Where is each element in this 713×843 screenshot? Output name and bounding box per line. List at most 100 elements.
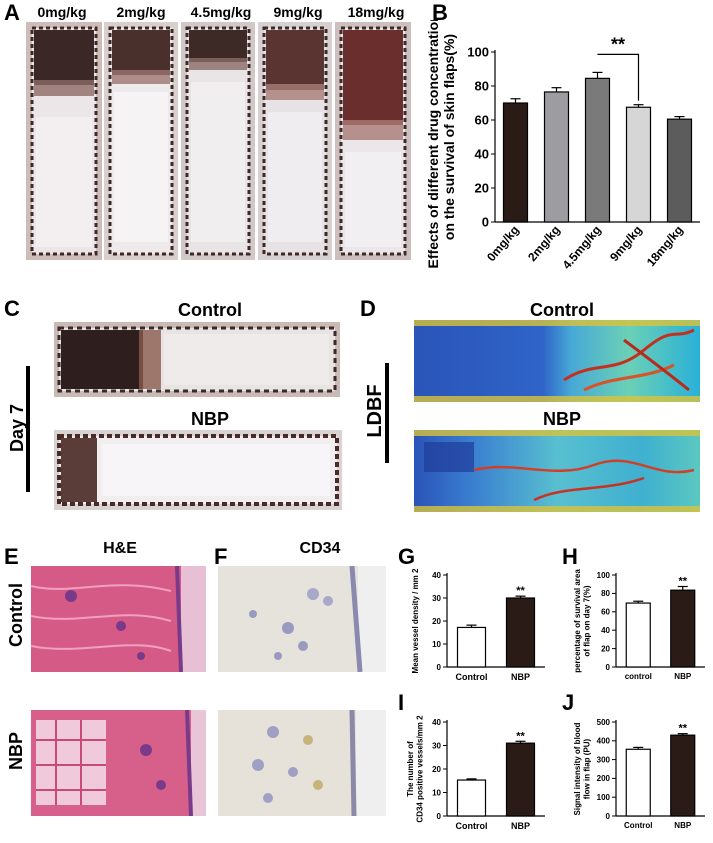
x-tick-label: NBP (674, 821, 692, 830)
y-axis-label-line: percentage of survival area (573, 569, 582, 673)
y-tick-label: 400 (597, 737, 611, 746)
y-tick-label: 10 (432, 788, 441, 797)
y-tick-label: 40 (432, 571, 441, 580)
row-label-control: Control (6, 583, 26, 647)
panel-label-i: I (398, 690, 405, 715)
chart-h-survival-area: 0 20 40 60 80 100 percentage of survival area o… (573, 569, 705, 681)
y-tick-label: 60 (601, 608, 610, 617)
chart-g-vessel-density: 0 10 20 30 40 Mean vessel density / mm 2 Contr… (411, 568, 545, 682)
bar-4-5mg-kg (584, 77, 611, 223)
x-tick-label: 0mg/kg (484, 223, 522, 264)
panel-label-c: C (4, 296, 20, 321)
x-tick-label: 9mg/kg (607, 223, 645, 264)
bar-control (625, 602, 651, 668)
flap-photo-4-5mg (181, 22, 255, 260)
chart-i-cd34-vessels: 0 10 20 30 40 The number of CD34 positive vess… (406, 715, 545, 831)
flap-photo-18mg (335, 22, 411, 260)
y-axis-label: Mean vessel density / mm 2 (411, 568, 420, 673)
x-tick-label: control (625, 672, 652, 681)
panel-d-side-bar (385, 363, 389, 463)
he-photo-nbp (31, 710, 206, 816)
panel-d-nbp-label: NBP (542, 409, 581, 429)
y-tick-label: 100 (597, 793, 611, 802)
y-tick-label: 30 (432, 741, 441, 750)
panel-label-e: E (4, 544, 19, 569)
y-axis-label-line: Effects of different drug concentrations (425, 20, 441, 268)
y-tick-label: 30 (432, 594, 441, 603)
bar-nbp (505, 742, 536, 817)
y-axis-label: percentage of survival area of flap on da… (573, 569, 591, 673)
panel-c-nbp-label: NBP (190, 409, 229, 429)
x-tick-label: NBP (511, 672, 530, 682)
conc-label-0: 0mg/kg (37, 4, 87, 20)
x-tick-label: Control (456, 821, 488, 831)
bar-control (456, 779, 487, 817)
flap-photo-9mg (258, 22, 332, 260)
y-tick-label: 80 (475, 79, 489, 94)
panel-c-side-bar (26, 366, 30, 492)
significance-annotation: ** (678, 576, 687, 588)
y-tick-label: 300 (597, 755, 611, 764)
x-tick-label: Control (456, 672, 488, 682)
bar-nbp (505, 597, 536, 668)
y-tick-label: 0 (606, 663, 611, 672)
he-photo-control (31, 566, 206, 672)
panel-label-j: J (562, 690, 575, 715)
x-tick-label: 18mg/kg (644, 223, 686, 269)
panel-label-a: A (4, 0, 20, 25)
conc-label-2: 2mg/kg (116, 4, 166, 20)
y-tick-label: 0 (437, 663, 442, 672)
y-tick-label: 0 (437, 812, 442, 821)
panel-label-g: G (398, 544, 416, 569)
panel-c-control-label: Control (178, 300, 242, 320)
flap-photo-2mg (104, 22, 178, 260)
panel-e-title: H&E (103, 540, 137, 557)
bar-control (456, 626, 487, 668)
significance-annotation: ** (611, 34, 625, 54)
chart-b-drug-concentration: 0 20 40 60 80 100 Effects of different drug co… (425, 20, 700, 272)
y-tick-label: 40 (601, 626, 610, 635)
panel-label-h: H (562, 544, 578, 569)
y-tick-label: 0 (482, 215, 489, 230)
bar-nbp (670, 589, 696, 668)
x-tick-label: 2mg/kg (525, 223, 563, 264)
y-tick-label: 100 (467, 45, 489, 60)
panel-f-title: CD34 (299, 540, 341, 557)
y-tick-label: 60 (475, 113, 489, 128)
y-tick-label: 20 (432, 617, 441, 626)
bar-0mg-kg (502, 102, 529, 223)
x-tick-label: 4.5mg/kg (560, 223, 604, 272)
y-tick-label: 10 (432, 640, 441, 649)
bar-9mg-kg (625, 106, 652, 223)
row-label-nbp: NBP (6, 732, 26, 771)
y-axis-label-line: on the survival of skin flaps(%) (441, 34, 457, 240)
panel-d-control-label: Control (530, 300, 594, 320)
conc-label-18: 18mg/kg (347, 4, 405, 20)
y-tick-label: 100 (597, 571, 611, 580)
y-axis-label-line: CD34 positive vessels/mm 2 (415, 715, 424, 823)
bar-2mg-kg (543, 91, 570, 223)
flap-photo-nbp-day7 (54, 430, 342, 510)
y-tick-label: 20 (601, 644, 610, 653)
flap-photo-control-day7 (54, 322, 340, 397)
y-tick-label: 0 (606, 812, 611, 821)
y-tick-label: 20 (475, 181, 489, 196)
cd34-photo-control (218, 566, 386, 672)
x-tick-label: NBP (674, 672, 692, 681)
significance-annotation: ** (516, 730, 525, 742)
y-tick-label: 40 (432, 718, 441, 727)
bar-control (625, 748, 651, 817)
y-tick-label: 40 (475, 147, 489, 162)
y-axis-label: Effects of different drug concentrations… (425, 20, 457, 268)
y-axis-label-line: Mean vessel density / mm 2 (411, 568, 420, 673)
y-tick-label: 500 (597, 718, 611, 727)
x-tick-label: Control (624, 821, 652, 830)
y-axis-label-line: The number of (406, 741, 415, 797)
cd34-photo-nbp (218, 710, 386, 816)
y-axis-label-line: flow in flap (PU) (582, 738, 591, 799)
y-tick-label: 80 (601, 589, 610, 598)
y-tick-label: 200 (597, 774, 611, 783)
significance-annotation: ** (516, 585, 525, 597)
y-axis-label-line: Signal intensity of blood (573, 722, 582, 815)
flap-photo-0mg (26, 22, 102, 260)
